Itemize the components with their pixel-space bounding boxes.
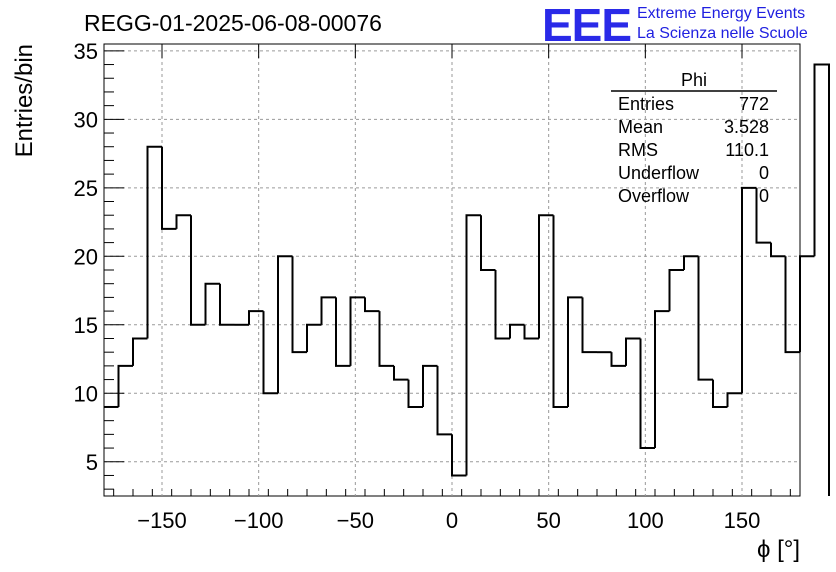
x-tick-label: 0 <box>446 508 458 533</box>
x-tick-label: 150 <box>724 508 761 533</box>
histogram-bin <box>567 296 583 407</box>
histogram-bin <box>465 214 481 476</box>
histogram-bin <box>262 311 278 395</box>
histogram-bin <box>291 256 307 354</box>
y-axis-label: Entries/bin <box>11 44 38 157</box>
histogram-bin <box>697 256 713 381</box>
x-tick-label: −50 <box>337 508 374 533</box>
histogram-bin <box>132 337 148 366</box>
run-title: REGG-01-2025-06-08-00076 <box>84 10 382 36</box>
histogram-bin <box>552 215 568 408</box>
stats-value: 0 <box>759 163 769 183</box>
stats-value: 3.528 <box>724 117 769 137</box>
y-tick-label: 35 <box>74 39 98 64</box>
histogram-bin <box>625 337 641 366</box>
stats-box: Phi Entries 772 Mean 3.528 RMS 110.1 Underflow 0… <box>611 70 777 206</box>
stats-label: Overflow <box>618 186 690 206</box>
histogram-bin <box>204 282 220 325</box>
histogram-bin <box>190 215 206 326</box>
y-tick-label: 20 <box>74 244 98 269</box>
histogram-bin <box>610 352 626 367</box>
x-tick-label: 100 <box>627 508 664 533</box>
histogram-bin <box>654 310 670 449</box>
x-tick-label: 50 <box>536 508 560 533</box>
histogram-bin <box>161 146 177 230</box>
histogram-bin <box>770 242 786 258</box>
histogram-bin <box>378 311 394 367</box>
histogram-bin <box>799 255 815 353</box>
histogram-bin <box>306 323 322 353</box>
histogram-bin <box>146 145 162 339</box>
histogram-bin <box>480 215 496 271</box>
stats-value: 0 <box>759 186 769 206</box>
histogram-bin <box>523 324 539 340</box>
stats-value: 110.1 <box>725 140 769 160</box>
histogram-bin <box>813 63 830 496</box>
histogram-bin <box>364 297 380 313</box>
histogram-bin <box>726 392 742 407</box>
x-tick-label: −100 <box>234 508 284 533</box>
stats-value: 772 <box>739 94 769 114</box>
x-axis-label: ϕ [°] <box>757 536 800 563</box>
y-tick-label: 30 <box>74 107 98 132</box>
histogram-bin <box>335 297 351 367</box>
eee-logo-line2: La Scienza nelle Scuole <box>637 25 808 42</box>
histogram-bin <box>422 364 438 407</box>
eee-logo-line1: Extreme Energy Events <box>637 5 806 22</box>
histogram-bin <box>349 296 365 366</box>
eee-logo: EEE <box>542 0 632 51</box>
histogram-bin <box>741 186 757 394</box>
histogram-bin <box>175 214 191 229</box>
histogram-bin <box>407 379 423 408</box>
y-tick-label: 25 <box>74 176 98 201</box>
histogram-bin <box>509 323 525 339</box>
histogram-bin <box>393 365 409 381</box>
stats-label: Entries <box>618 94 674 114</box>
histogram-bin <box>712 379 728 408</box>
stats-label: Mean <box>618 117 663 137</box>
histogram-bin <box>581 297 597 354</box>
histogram-bin <box>436 365 452 436</box>
y-tick-label: 10 <box>74 381 98 406</box>
stats-label: Underflow <box>618 163 700 183</box>
histogram-bin <box>219 283 235 326</box>
histogram-bin <box>277 255 293 394</box>
histogram-bin <box>538 214 554 339</box>
histogram-bin <box>494 270 510 340</box>
histogram-bin <box>668 269 684 312</box>
histogram-bin <box>683 255 699 270</box>
histogram-bin <box>248 310 264 325</box>
y-tick-label: 5 <box>86 450 98 475</box>
histogram-bin <box>639 338 655 450</box>
stats-label: RMS <box>618 140 658 160</box>
histogram-bin <box>320 296 336 325</box>
histogram-bin <box>784 256 800 354</box>
histogram-bin <box>451 434 467 477</box>
x-tick-label: −150 <box>137 508 187 533</box>
y-tick-label: 15 <box>74 313 98 338</box>
histogram-bin <box>755 187 771 244</box>
stats-title: Phi <box>681 70 707 90</box>
histogram-bin <box>117 364 133 407</box>
